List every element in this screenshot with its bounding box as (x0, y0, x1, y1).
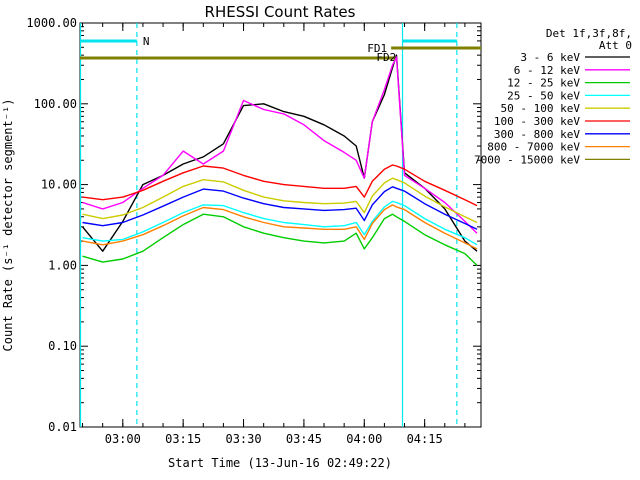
legend-header-line2: Att 0 (599, 39, 632, 52)
x-tick-label: 03:15 (165, 432, 201, 446)
series-line (82, 177, 478, 224)
series-layer (81, 54, 478, 266)
fd1-marker-label: FD1 (367, 42, 387, 55)
legend-entry-label: 12 - 25 keV (507, 77, 580, 90)
x-tick-label: 03:30 (225, 432, 261, 446)
x-tick-label: 03:45 (286, 432, 322, 446)
series-line (82, 186, 478, 230)
legend-entry-label: 6 - 12 keV (514, 64, 581, 77)
legend-entry-label: 3 - 6 keV (520, 51, 580, 64)
series-line (82, 213, 478, 266)
x-tick-label: 03:00 (105, 432, 141, 446)
chart-title: RHESSI Count Rates (205, 3, 356, 21)
y-tick-label: 1.00 (48, 258, 77, 272)
legend-entry-label: 50 - 100 keV (501, 102, 581, 115)
fd2-marker-label: FD2 (376, 51, 396, 64)
series-line (82, 56, 478, 234)
y-tick-label: 0.01 (48, 420, 77, 434)
series-line (82, 200, 478, 246)
x-axis: 03:00 03:15 03:30 03:45 04:00 04:15 (82, 23, 466, 446)
plot-frame (79, 22, 482, 428)
y-tick-label: 100.00 (34, 97, 77, 111)
x-tick-label: 04:00 (346, 432, 382, 446)
y-tick-label: 0.10 (48, 339, 77, 353)
x-tick-label: 04:15 (407, 432, 443, 446)
plot-area (79, 22, 482, 428)
y-tick-label: 1000.00 (26, 16, 77, 30)
legend-entry-label: 800 - 7000 keV (487, 141, 580, 154)
legend-entry-label: 100 - 300 keV (494, 115, 580, 128)
series-line (82, 164, 478, 207)
legend-entry-label: 300 - 800 keV (494, 128, 580, 141)
night-marker-label: N (143, 35, 150, 48)
y-axis: 0.01 0.10 1.00 10.00 100.00 1000.00 (26, 16, 481, 434)
y-tick-label: 10.00 (41, 178, 77, 192)
legend-entry-label: 7000 - 15000 keV (474, 153, 580, 166)
x-axis-label: Start Time (13-Jun-16 02:49:22) (168, 456, 392, 470)
series-line (82, 204, 478, 250)
legend-entry-label: 25 - 50 keV (507, 89, 580, 102)
legend-header-line1: Det 1f,3f,8f, (546, 27, 632, 40)
y-axis-label: Count Rate (s⁻¹ detector segment⁻¹) (1, 99, 15, 352)
